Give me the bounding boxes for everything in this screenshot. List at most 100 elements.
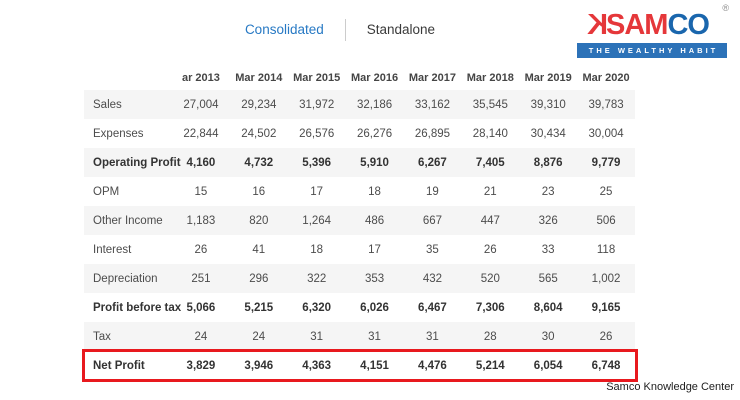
cell: 28	[483, 330, 497, 343]
cell: 7,306	[475, 301, 505, 314]
table-row: Sales 27,004 29,234 31,972 32,186 33,162 35,54…	[84, 90, 635, 119]
cell: 30,434	[530, 127, 566, 140]
cell: 24,502	[241, 127, 277, 140]
table-row: Tax 24 24 31 31 31 28 30 26	[84, 322, 635, 351]
cell: 24	[194, 330, 208, 343]
table-row: Profit before tax 5,066 5,215 6,320 6,026 6,4…	[84, 293, 635, 322]
cell: 35,545	[472, 98, 508, 111]
cell: 15	[194, 185, 208, 198]
cell: 520	[480, 272, 500, 285]
cell: 506	[596, 214, 616, 227]
cell: 9,165	[591, 301, 621, 314]
cell: 33,162	[414, 98, 451, 111]
table-row: Other Income 1,183 820 1,264 486 667 447 326 506	[84, 206, 635, 235]
cell: 432	[422, 272, 443, 285]
cell: 5,910	[360, 156, 389, 169]
cell: 4,363	[302, 359, 332, 372]
column-header: Mar 2019	[524, 72, 572, 84]
cell: 21	[483, 185, 497, 198]
cell: 32,186	[356, 98, 393, 111]
cell: 118	[596, 243, 616, 256]
row-label: Expenses	[93, 127, 144, 140]
cell: 4,732	[244, 156, 274, 169]
cell: 565	[538, 272, 558, 285]
tab-divider	[344, 18, 346, 41]
cell: 26,576	[299, 127, 335, 140]
table-row: Depreciation 251 296 322 353 432 520 565 1,002	[84, 264, 635, 293]
cell: 6,026	[360, 301, 389, 314]
cell: 22,844	[183, 127, 219, 140]
cell: 353	[364, 272, 385, 285]
table-row: Interest 26 41 18 17 35 26 33 118	[84, 235, 635, 264]
cell: 667	[422, 214, 443, 227]
cell: 8,876	[533, 156, 563, 169]
cell: 5,215	[244, 301, 274, 314]
cell: 6,054	[533, 359, 563, 372]
samco-wordmark: K SAM CO ®	[577, 4, 729, 42]
column-header: Mar 2016	[351, 72, 399, 84]
cell: 39,310	[530, 98, 566, 111]
cell: 9,779	[591, 156, 621, 169]
samco-logo: K SAM CO ® THE WEALTHY HABIT	[577, 4, 729, 58]
tab-standalone[interactable]: Standalone	[365, 18, 437, 41]
cell: 8,604	[533, 301, 563, 314]
cell: 31	[368, 330, 381, 343]
cell: 5,214	[475, 359, 505, 372]
row-label: Other Income	[93, 214, 163, 227]
logo-text-co: CO	[667, 9, 709, 41]
cell: 24	[252, 330, 266, 343]
cell: 30,004	[588, 127, 624, 140]
table-header-row: ar 2013 Mar 2014 Mar 2015 Mar 2016 Mar 2017 M…	[84, 62, 635, 90]
cell: 1,183	[186, 214, 216, 227]
cell: 296	[249, 272, 269, 285]
cell: 326	[538, 214, 558, 227]
cell: 6,748	[591, 359, 621, 372]
cell: 6,320	[302, 301, 332, 314]
column-header: Mar 2014	[235, 72, 283, 84]
cell: 27,004	[183, 98, 219, 111]
financials-table: ar 2013 Mar 2014 Mar 2015 Mar 2016 Mar 2017 M…	[82, 62, 638, 382]
table-row: OPM 15 16 17 18 19 21 23 25	[84, 177, 635, 206]
column-header: Mar 2015	[293, 72, 341, 84]
cell: 3,946	[244, 359, 274, 372]
cell: 26	[483, 243, 497, 256]
cell: 5,396	[302, 156, 332, 169]
cell: 17	[310, 185, 324, 198]
cell: 39,783	[588, 98, 624, 111]
cell: 26	[194, 243, 208, 256]
cell: 29,234	[241, 98, 277, 111]
row-label: Net Profit	[93, 359, 145, 372]
row-label: Operating Profit	[93, 156, 181, 169]
table-row: Net Profit 3,829 3,946 4,363 4,151 4,476 5,214…	[82, 349, 638, 382]
cell: 18	[368, 185, 381, 198]
cell: 25	[599, 185, 613, 198]
cell: 820	[249, 214, 269, 227]
logo-text-sam: SAM	[606, 9, 668, 41]
row-label: OPM	[93, 185, 120, 198]
cell: 31,972	[299, 98, 335, 111]
cell: 31	[426, 330, 439, 343]
cell: 4,151	[360, 359, 389, 372]
row-label: Depreciation	[93, 272, 158, 285]
cell: 17	[368, 243, 381, 256]
tab-consolidated[interactable]: Consolidated	[243, 18, 326, 41]
knowledge-center-credit: Samco Knowledge Center	[606, 381, 734, 393]
cell: 16	[252, 185, 266, 198]
cell: 7,405	[475, 156, 505, 169]
cell: 1,002	[591, 272, 621, 285]
row-label: Profit before tax	[93, 301, 182, 314]
cell: 33	[541, 243, 555, 256]
cell: 4,476	[418, 359, 447, 372]
cell: 41	[252, 243, 266, 256]
cell: 26,895	[414, 127, 451, 140]
cell: 4,160	[186, 156, 216, 169]
row-label: Interest	[93, 243, 132, 256]
logo-tagline: THE WEALTHY HABIT	[577, 43, 727, 58]
cell: 28,140	[472, 127, 508, 140]
column-header: Mar 2018	[466, 72, 514, 84]
table-row: Operating Profit 4,160 4,732 5,396 5,910 6,26…	[84, 148, 635, 177]
cell: 251	[191, 272, 211, 285]
cell: 447	[480, 214, 500, 227]
cell: 18	[310, 243, 324, 256]
cell: 30	[541, 330, 555, 343]
